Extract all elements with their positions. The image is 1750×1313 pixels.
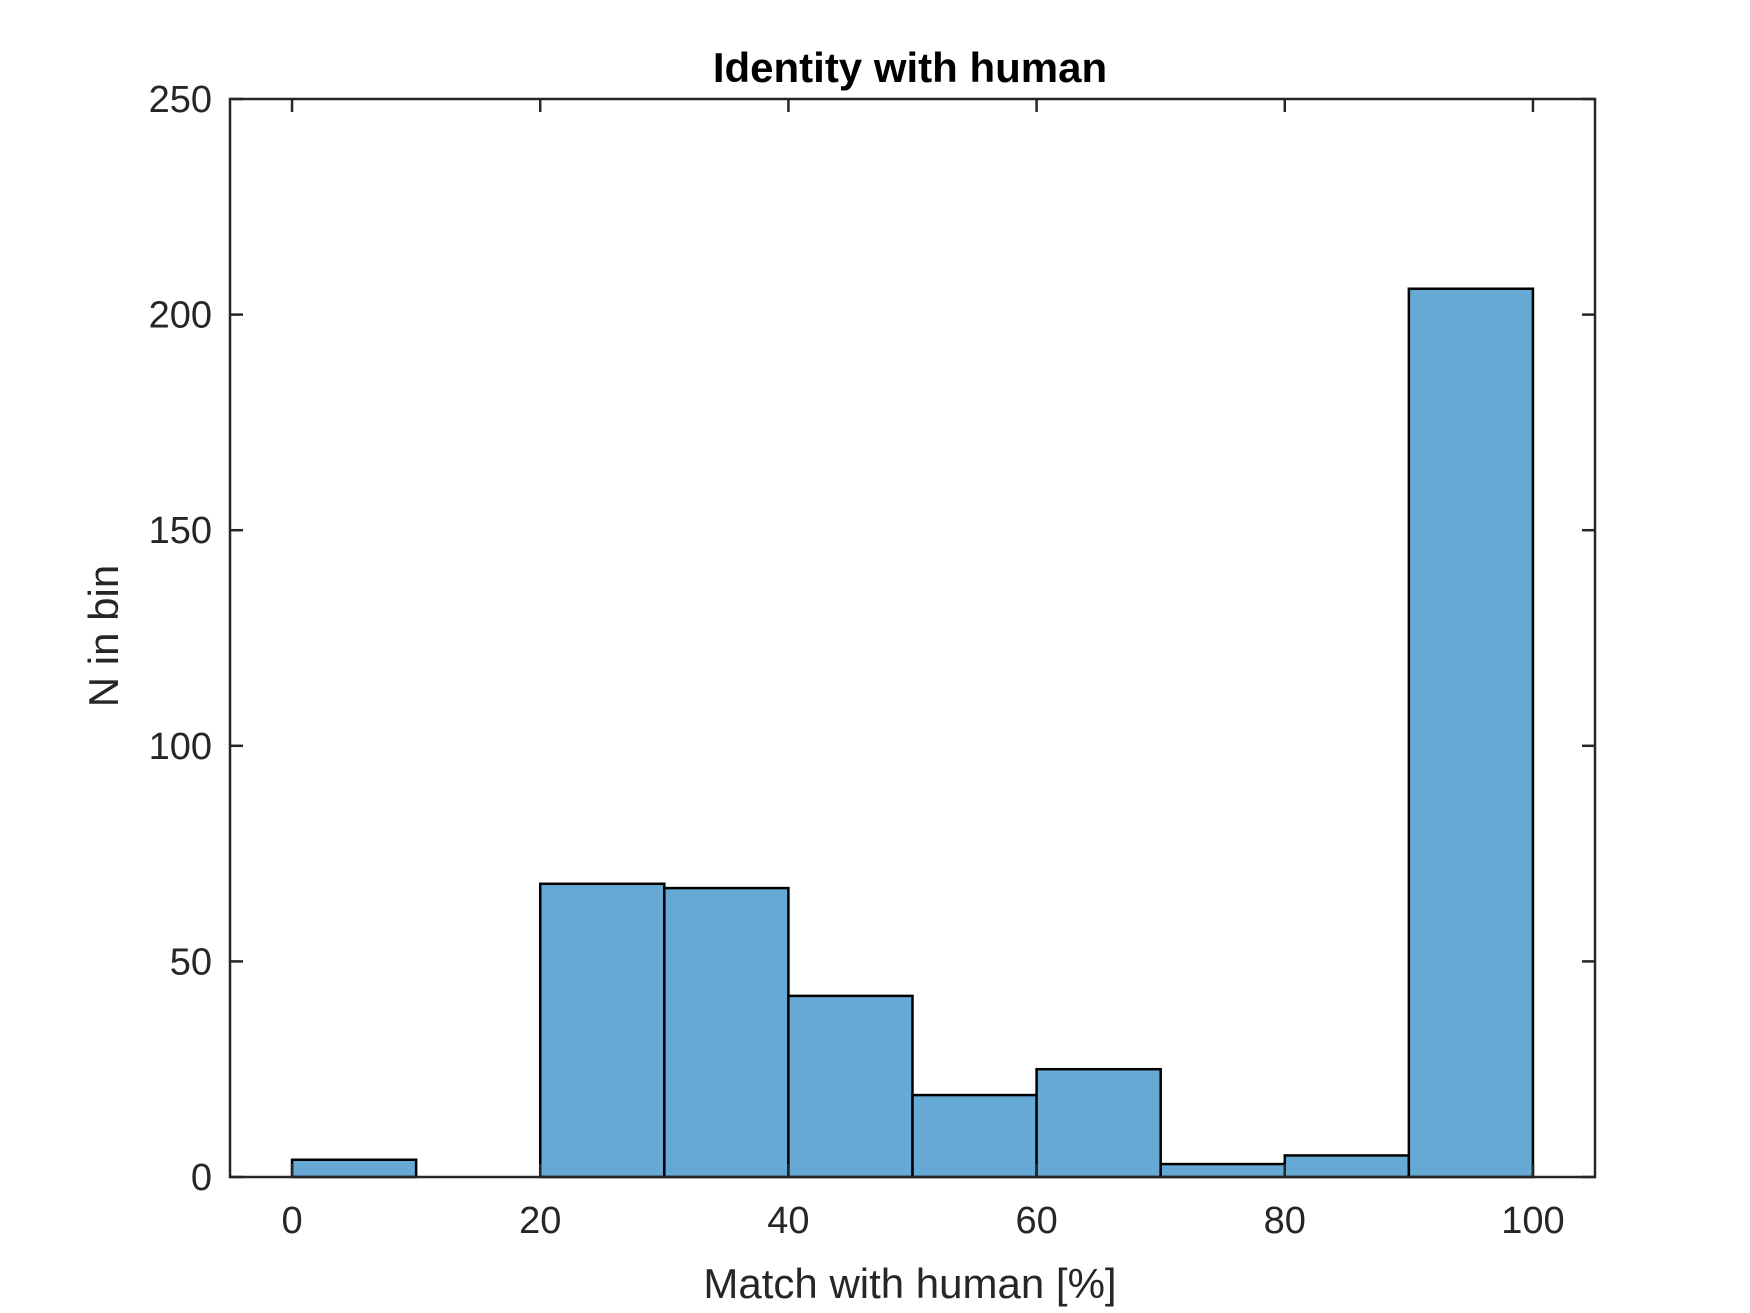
- histogram-bar: [538, 882, 666, 1179]
- x-tick-label: 80: [1264, 1200, 1306, 1242]
- y-axis-ticks: 0 50 100 150 200 250: [149, 79, 1595, 1199]
- histogram-bar: [1407, 287, 1535, 1179]
- y-tick-label: 0: [191, 1157, 212, 1199]
- x-tick-label: 100: [1501, 1200, 1564, 1242]
- histogram-bar: [1159, 1162, 1287, 1179]
- y-tick-label: 250: [149, 79, 212, 121]
- histogram-bar: [1035, 1067, 1162, 1179]
- y-tick-label: 100: [149, 726, 212, 768]
- plot-area-frame: [228, 97, 1597, 1179]
- x-tick-label: 60: [1015, 1200, 1057, 1242]
- x-tick-label: 20: [519, 1200, 561, 1242]
- histogram-bar: [787, 994, 914, 1179]
- histogram-bar: [911, 1093, 1038, 1179]
- chart-title: Identity with human: [713, 44, 1107, 91]
- histogram-bar: [1283, 1154, 1411, 1179]
- y-tick-label: 150: [149, 510, 212, 552]
- histogram-bar: [663, 886, 790, 1179]
- y-tick-label: 200: [149, 295, 212, 337]
- histogram-bar: [290, 1158, 418, 1179]
- x-axis-title: Match with human [%]: [703, 1260, 1116, 1307]
- x-axis-ticks: 0 20 40 60 80 100: [281, 99, 1565, 1242]
- y-axis-title: N in bin: [80, 565, 127, 707]
- y-tick-label: 50: [170, 941, 212, 983]
- x-tick-label: 40: [767, 1200, 809, 1242]
- x-tick-label: 0: [281, 1200, 302, 1242]
